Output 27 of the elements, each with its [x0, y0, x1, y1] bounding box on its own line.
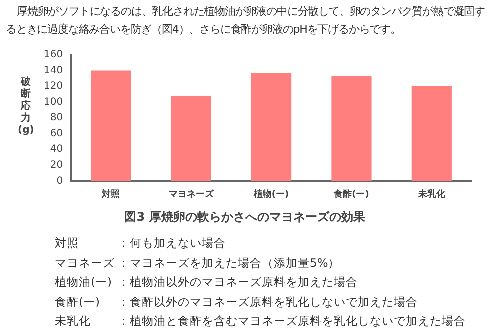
y-tick-label: 140: [44, 65, 64, 76]
bar: [252, 73, 292, 182]
y-tick-label: 0: [56, 176, 64, 187]
y-tick-label: 60: [50, 128, 64, 140]
y-tick-label: 160: [44, 50, 64, 61]
text: 対照：何も加えない場合: [55, 236, 226, 250]
bar: [171, 96, 212, 182]
y-tick-label: 40: [50, 144, 64, 156]
x-tick-label: 未乳化: [417, 188, 446, 200]
y-tick-label: 100: [44, 96, 64, 108]
x-tick-label: 食酢(ー): [333, 188, 370, 200]
y-tick-label: 120: [44, 81, 64, 92]
y-tick-label: 80: [50, 112, 64, 124]
bar: [332, 76, 372, 182]
text: マヨネーズ：マヨネーズを加えた場合（添加量5%）: [55, 254, 340, 272]
x-tick-label: 植物(ー): [252, 188, 290, 200]
x-tick-label: マヨネーズ: [168, 188, 215, 200]
text: 図3 厚焼卵の軟らかさへのマヨネーズの効果: [124, 209, 366, 226]
y-tick-label: 20: [50, 160, 64, 172]
text: 食酢(ー)：食酢以外のマヨネーズ原料を乳化しないで加えた場合: [55, 294, 418, 309]
bar: [412, 86, 452, 182]
text: 植物油(ー)：植物油以外のマヨネーズ原料を加えた場合: [55, 274, 358, 292]
chart-subtitle: 厚焼卵がソフトになるのは、乳化された植物油が卵液の中に分散して、卵のタンパク質が熱で凝固するときに過度な絡み合いを防ぎ（図4）、さらに食酢が卵液のpHを下げるからです。: [6, 4, 486, 38]
bar: [91, 70, 132, 182]
x-tick-label: 対照: [101, 188, 120, 200]
y-axis-title: 破断応力(g): [18, 77, 34, 137]
text: 未乳化：植物油と食酢を含むマヨネーズ原料を乳化しないで加えた場合: [55, 314, 466, 328]
